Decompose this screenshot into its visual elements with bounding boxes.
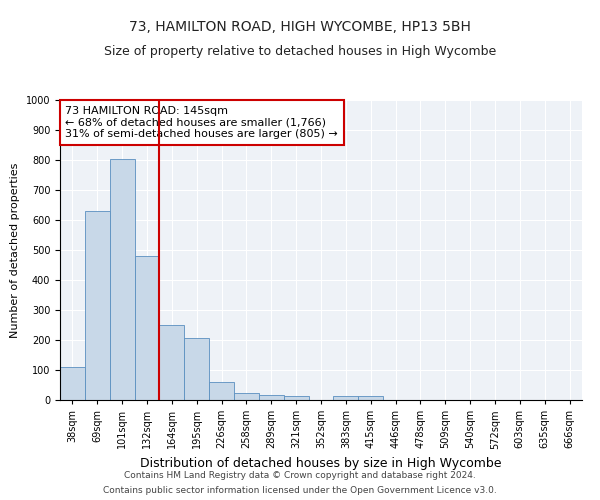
Bar bbox=[284, 396, 308, 400]
Bar bbox=[85, 211, 110, 400]
X-axis label: Distribution of detached houses by size in High Wycombe: Distribution of detached houses by size … bbox=[140, 457, 502, 470]
Bar bbox=[259, 394, 284, 400]
Bar bbox=[184, 338, 209, 400]
Bar bbox=[358, 396, 383, 400]
Bar bbox=[209, 382, 234, 400]
Bar bbox=[234, 392, 259, 400]
Text: 73 HAMILTON ROAD: 145sqm
← 68% of detached houses are smaller (1,766)
31% of sem: 73 HAMILTON ROAD: 145sqm ← 68% of detach… bbox=[65, 106, 338, 139]
Bar bbox=[160, 325, 184, 400]
Y-axis label: Number of detached properties: Number of detached properties bbox=[10, 162, 20, 338]
Text: Contains public sector information licensed under the Open Government Licence v3: Contains public sector information licen… bbox=[103, 486, 497, 495]
Bar bbox=[334, 396, 358, 400]
Bar bbox=[110, 158, 134, 400]
Text: Contains HM Land Registry data © Crown copyright and database right 2024.: Contains HM Land Registry data © Crown c… bbox=[124, 471, 476, 480]
Text: Size of property relative to detached houses in High Wycombe: Size of property relative to detached ho… bbox=[104, 45, 496, 58]
Text: 73, HAMILTON ROAD, HIGH WYCOMBE, HP13 5BH: 73, HAMILTON ROAD, HIGH WYCOMBE, HP13 5B… bbox=[129, 20, 471, 34]
Bar bbox=[134, 256, 160, 400]
Bar bbox=[60, 367, 85, 400]
